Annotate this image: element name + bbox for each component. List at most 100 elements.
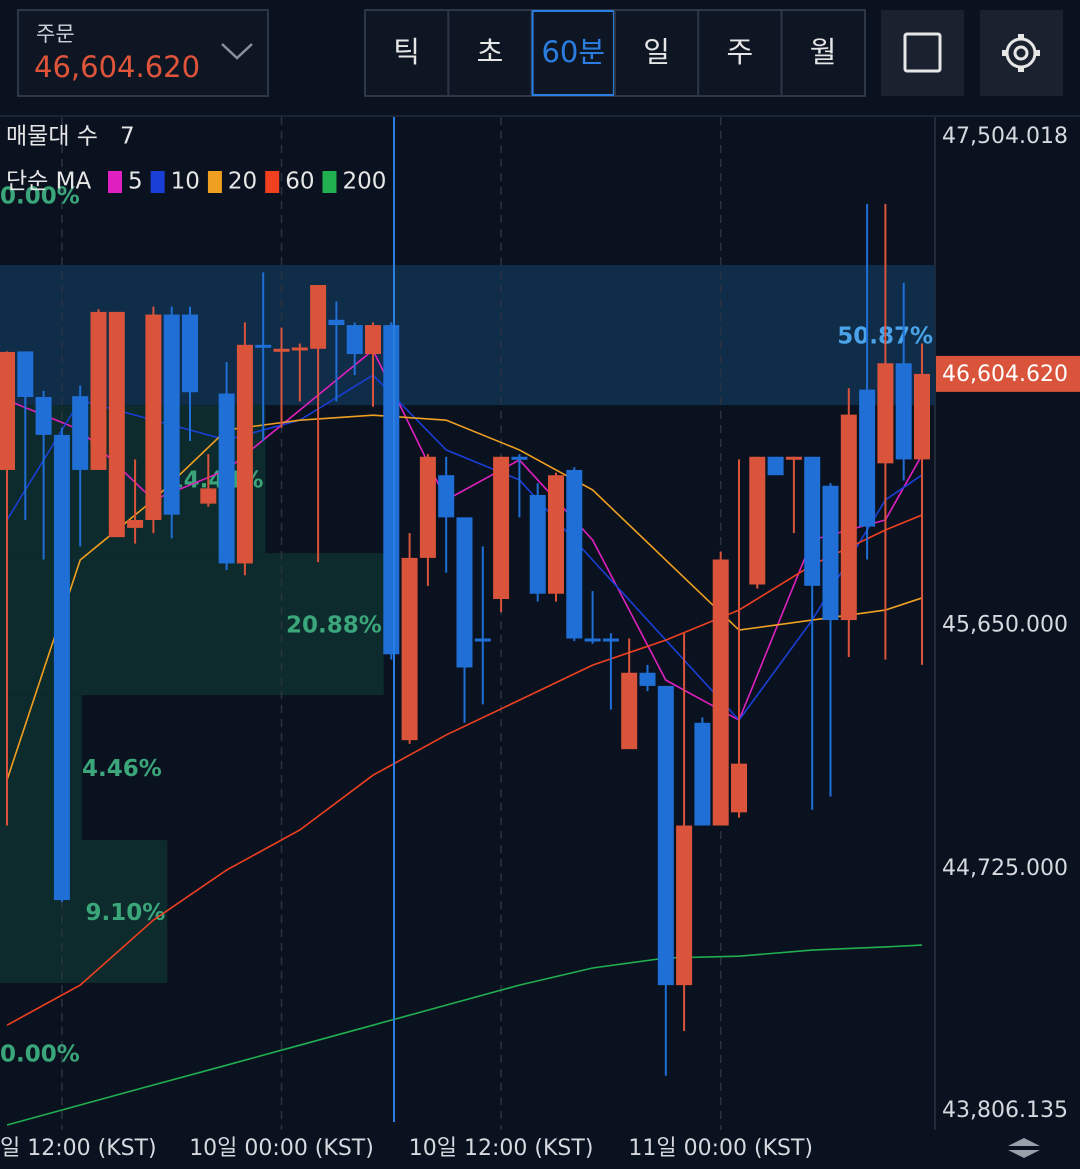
candle-body xyxy=(840,414,857,621)
candle-body xyxy=(877,363,894,464)
candle-body xyxy=(419,456,436,558)
candle-body xyxy=(548,475,564,594)
legend-label: 200 xyxy=(342,169,386,195)
x-tick-label: 10일 00:00 (KST) xyxy=(189,1136,374,1161)
candle-body xyxy=(17,351,34,397)
square-icon xyxy=(903,32,942,73)
candle-body xyxy=(511,456,528,460)
candle-body xyxy=(529,494,546,594)
candle-body xyxy=(822,485,839,621)
candle-body xyxy=(914,373,930,460)
scroll-icon[interactable] xyxy=(1008,1138,1040,1158)
candle-body xyxy=(676,825,693,986)
tab[interactable]: 틱 xyxy=(393,35,420,69)
candle-body xyxy=(218,393,235,564)
axes: 일 12:00 (KST) 10일 00:00 (KST) 10일 12:00 (K… xyxy=(0,124,1080,1161)
candle-body xyxy=(401,557,418,741)
volume-profile-count: 7 xyxy=(120,124,135,150)
chevron xyxy=(221,43,253,60)
tab[interactable]: 주 xyxy=(727,35,754,69)
candle-body xyxy=(493,456,510,599)
last-price-label: 46,604.620 xyxy=(942,362,1068,387)
candle-body xyxy=(72,396,89,470)
legend-label: 5 xyxy=(128,169,143,195)
candle-body xyxy=(383,325,400,655)
volume-label: 4.46% xyxy=(82,756,162,782)
plot: 0.00%50.87%14.44%20.88%4.46%9.10%0.00% xyxy=(0,117,935,1130)
order-box[interactable]: 주문 46,604.620 xyxy=(17,9,269,97)
order-frame[interactable] xyxy=(17,9,269,97)
tab[interactable]: 60분 xyxy=(541,35,605,69)
volume-label: 0.00% xyxy=(0,1042,80,1068)
gear-hub xyxy=(1013,45,1029,61)
tab[interactable]: 월 xyxy=(810,35,837,69)
tab[interactable]: 초 xyxy=(477,35,504,69)
last-price-box xyxy=(936,355,1080,392)
volume-label: 20.88% xyxy=(286,613,382,639)
candle-body xyxy=(346,325,363,355)
volume-label: 0.00% xyxy=(0,183,80,209)
candle-body xyxy=(602,638,619,642)
legend-label: 60 xyxy=(285,169,314,195)
candle-body xyxy=(310,285,327,349)
x-tick-label: 10일 12:00 (KST) xyxy=(409,1136,594,1161)
candle-body xyxy=(236,344,253,564)
candle-body xyxy=(584,638,601,642)
candle-body xyxy=(127,519,144,528)
candle-body xyxy=(273,348,290,352)
ma-line xyxy=(6,514,923,1026)
gear-icon xyxy=(1002,34,1040,72)
candle-body xyxy=(163,314,180,515)
y-tick-label: 43,806.135 xyxy=(942,1098,1068,1123)
legend-label: 20 xyxy=(228,169,257,195)
volume-band xyxy=(0,840,168,984)
candle-body xyxy=(566,469,583,639)
volume-profile-label: 매물대 수 xyxy=(6,124,98,150)
candle-body xyxy=(859,389,876,527)
legend-swatch xyxy=(108,171,122,193)
candle-body xyxy=(895,363,912,460)
candle-body xyxy=(0,351,15,470)
candle-body xyxy=(621,672,638,750)
candle-body xyxy=(291,347,308,351)
candle-body xyxy=(365,325,381,355)
candle-body xyxy=(639,672,656,686)
legend-swatch xyxy=(150,171,165,193)
candle-body xyxy=(35,396,52,435)
volume-band xyxy=(0,265,935,406)
candle-body xyxy=(657,685,674,986)
candle-body xyxy=(328,319,345,326)
candle-body xyxy=(749,456,766,585)
tabs: 틱 초 60분 일 주 월 xyxy=(364,9,866,97)
candle-body xyxy=(731,763,747,813)
candle-body xyxy=(694,722,711,826)
tab[interactable]: 일 xyxy=(643,35,670,69)
y-tick-label: 45,650.000 xyxy=(942,612,1068,637)
volume-label: 9.10% xyxy=(85,900,165,926)
candle-body xyxy=(474,638,491,642)
order-label: 주문 xyxy=(36,22,75,46)
candle-body xyxy=(145,314,162,520)
candle-body xyxy=(182,314,198,393)
candle-body xyxy=(456,517,473,668)
y-tick-label: 47,504.018 xyxy=(942,124,1068,149)
candle-body xyxy=(90,311,107,470)
legend-swatch xyxy=(322,171,337,193)
legend-swatch xyxy=(265,171,280,193)
candle-body xyxy=(53,434,70,901)
candle-body xyxy=(200,488,217,504)
candle-body xyxy=(712,559,729,826)
x-tick-label: 일 12:00 (KST) xyxy=(0,1136,157,1161)
settings-button[interactable] xyxy=(980,10,1063,96)
legend-label: 10 xyxy=(171,169,200,195)
candle-body xyxy=(785,456,802,460)
candle-body xyxy=(438,475,455,518)
candle-body xyxy=(108,311,125,538)
x-tick-label: 11일 00:00 (KST) xyxy=(628,1136,813,1161)
legend-swatch xyxy=(207,171,222,193)
ma-line xyxy=(6,944,923,1126)
order-price: 46,604.620 xyxy=(34,50,200,84)
square-button[interactable] xyxy=(881,10,964,96)
